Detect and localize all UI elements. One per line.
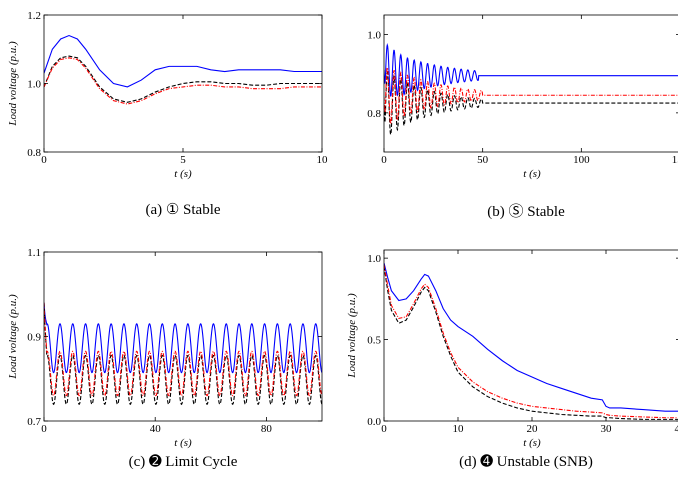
series-line-1: [384, 71, 678, 137]
series-line-0: [384, 43, 678, 97]
series-line-1: [384, 266, 678, 420]
series-line-2: [44, 57, 322, 105]
plot-frame: [43, 251, 323, 422]
x-tick-label: 0: [41, 154, 47, 166]
x-tick-label: 40: [150, 423, 162, 435]
y-axis-label: Load voltage (p.u.): [7, 41, 19, 127]
x-tick-label: 50: [477, 154, 489, 166]
series-line-2: [384, 264, 678, 419]
chart-c-svg: 0 40 80 0.7 0.9 1.1 t (s) Load voltage (p.u.): [7, 247, 323, 449]
x-tick-label: 10: [453, 423, 465, 435]
x-axis-label: t (s): [523, 437, 541, 449]
chart-panel-a: 0 5 10 0.8 1.0 1.2 t (s) Load voltage (p.u.): [0, 0, 339, 240]
x-tick-label: 150: [672, 154, 678, 166]
y-tick-label: 1.0: [27, 79, 41, 91]
x-tick-label: 0: [41, 423, 47, 435]
x-tick-label: 30: [601, 423, 613, 435]
chart-d-svg: 0 10 20 30 40 0.0 0.5 1.0 t (s) Load voltage (p.u…: [346, 249, 678, 449]
series-line-1: [44, 302, 322, 406]
chart-panel-b: 0 50 100 150 0.8 1.0 t (s): [339, 0, 678, 240]
x-tick-label: 10: [317, 154, 329, 166]
x-tick-label: 5: [180, 154, 186, 166]
x-tick-label: 40: [675, 423, 678, 435]
series-line-2: [44, 302, 322, 397]
caption-b: (b) Ⓢ Stable: [487, 204, 565, 220]
series-line-1: [44, 55, 322, 103]
chart-a-svg: 0 5 10 0.8 1.0 1.2 t (s) Load voltage (p.u.): [7, 10, 329, 180]
caption-c: (c) ➋ Limit Cycle: [128, 454, 238, 470]
x-tick-label: 100: [573, 154, 590, 166]
y-tick-label: 0.5: [367, 335, 381, 347]
x-tick-label: 80: [261, 423, 273, 435]
chart-panel-c: 0 40 80 0.7 0.9 1.1 t (s) Load voltage (p.u.): [0, 240, 339, 485]
x-tick-label: 0: [381, 423, 387, 435]
y-tick-label: 1.0: [367, 253, 381, 265]
y-tick-label: 0.9: [27, 332, 41, 344]
chart-b-svg: 0 50 100 150 0.8 1.0 t (s): [367, 14, 678, 180]
chart-panel-d: 0 10 20 30 40 0.0 0.5 1.0 t (s) Load voltage (p.u…: [339, 240, 678, 485]
y-axis-label: Load voltage (p.u.): [346, 293, 358, 379]
y-tick-label: 0.0: [367, 416, 381, 428]
y-tick-label: 0.8: [367, 108, 381, 120]
x-axis-label: t (s): [174, 437, 192, 449]
caption-a: (a) ① Stable: [145, 202, 221, 218]
x-tick-label: 0: [381, 154, 387, 166]
y-tick-label: 0.8: [27, 147, 41, 159]
plot-frame: [383, 14, 678, 153]
caption-d: (d) ➍ Unstable (SNB): [459, 454, 593, 470]
y-axis-label: Load voltage (p.u.): [7, 294, 19, 380]
x-axis-label: t (s): [174, 168, 192, 180]
y-tick-label: 0.7: [27, 416, 41, 428]
y-tick-label: 1.2: [27, 10, 41, 22]
series-line-0: [44, 34, 322, 88]
y-tick-label: 1.1: [27, 247, 41, 259]
series-line-0: [44, 302, 322, 374]
x-axis-label: t (s): [523, 168, 541, 180]
y-tick-label: 1.0: [367, 30, 381, 42]
series-line-0: [384, 262, 678, 412]
x-tick-label: 20: [527, 423, 539, 435]
